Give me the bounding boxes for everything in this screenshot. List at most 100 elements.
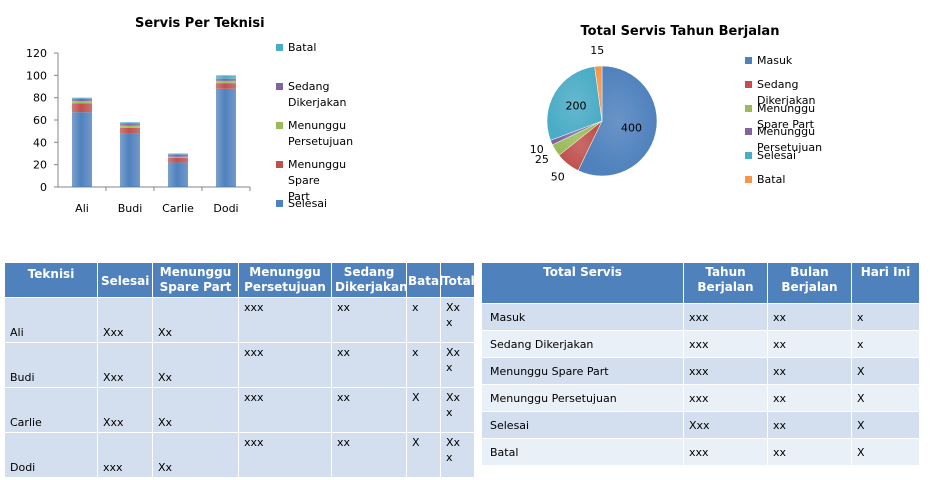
cell-selesai: Xxx <box>97 297 153 343</box>
cell-tahun: xxx <box>683 330 768 358</box>
cell-label: Sedang Dikerjakan <box>481 330 684 358</box>
header-teknisi: Teknisi <box>4 262 98 298</box>
cell-tahun: xxx <box>683 303 768 331</box>
header-tahun-berjalan: Tahun Berjalan <box>683 262 768 304</box>
header-bulan-berjalan: Bulan Berjalan <box>767 262 852 304</box>
cell-dikerjakan: xx <box>331 342 407 388</box>
cell-total: Xx x <box>440 297 475 343</box>
bar-budi-batal <box>120 122 140 124</box>
legend-swatch <box>745 152 752 160</box>
bar-dodi-menunggu-persetujuan <box>216 80 236 84</box>
bar-chart-title: Servis Per Teknisi <box>135 16 265 31</box>
pie-data-label: 400 <box>621 122 642 135</box>
table-row: Menunggu Spare Part xxx xx X <box>481 357 920 385</box>
total-servis-table: Total Servis Tahun Berjalan Bulan Berjal… <box>481 262 920 466</box>
cell-batal: x <box>406 342 441 388</box>
table-row: Masuk xxx xx x <box>481 303 920 331</box>
pie-data-label: 10 <box>530 143 544 156</box>
cell-bulan: xx <box>767 411 852 439</box>
x-tick-label: Dodi <box>213 202 238 215</box>
cell-label: Selesai <box>481 411 684 439</box>
table-row: Dodi xxx Xx xxx xx X Xx x <box>4 432 475 478</box>
legend-item-menunggu-spare-part: Menunggu Spare Part <box>276 157 346 205</box>
bar-budi-selesai <box>120 133 140 187</box>
y-tick-label: 80 <box>33 92 47 105</box>
legend-label: Masuk <box>757 54 793 67</box>
header-menunggu-persetujuan: Menunggu Persetujuan <box>238 262 332 298</box>
cell-spare: Xx <box>152 432 239 478</box>
y-tick-label: 100 <box>26 69 47 82</box>
cell-label: Batal <box>481 438 684 466</box>
y-tick-label: 40 <box>33 136 47 149</box>
cell-tahun: Xxx <box>683 411 768 439</box>
legend-swatch <box>745 176 752 183</box>
cell-spare: Xx <box>152 387 239 433</box>
bar-chart: 0 20 40 60 80 100 120 Ali Budi Carlie Dodi <box>26 47 251 215</box>
legend-label: Sedang Dikerjakan <box>288 80 347 109</box>
x-tick-label: Ali <box>75 202 89 215</box>
cell-bulan: xx <box>767 438 852 466</box>
cell-hari: x <box>851 303 920 331</box>
bar-carlie-selesai <box>168 162 188 187</box>
legend-swatch <box>745 128 752 136</box>
legend-label: Menunggu Persetujuan <box>288 119 354 148</box>
cell-label: Menunggu Spare Part <box>481 357 684 385</box>
x-tick-label: Budi <box>118 202 143 215</box>
technician-table-header: Teknisi Selesai Menunggu Spare Part Menu… <box>4 262 475 298</box>
header-total-servis: Total Servis <box>481 262 684 304</box>
cell-bulan: xx <box>767 384 852 412</box>
cell-teknisi: Budi <box>4 342 98 388</box>
legend-label: Menunggu Spare Part <box>757 101 816 131</box>
table-row: Menunggu Persetujuan xxx xx X <box>481 384 920 412</box>
table-row: Batal xxx xx X <box>481 438 920 466</box>
cell-spare: Xx <box>152 297 239 343</box>
cell-total: Xx x <box>440 432 475 478</box>
y-tick-label: 60 <box>33 114 47 127</box>
bar-carlie-batal <box>168 153 188 155</box>
bar-ali-batal <box>72 97 92 99</box>
y-tick-label: 120 <box>26 47 47 60</box>
cell-teknisi: Ali <box>4 297 98 343</box>
cell-hari: x <box>851 330 920 358</box>
total-table-header: Total Servis Tahun Berjalan Bulan Berjal… <box>481 262 920 304</box>
cell-hari: X <box>851 384 920 412</box>
pie-slice-selesai <box>546 66 603 141</box>
cell-teknisi: Dodi <box>4 432 98 478</box>
legend-swatch <box>276 122 283 129</box>
cell-selesai: Xxx <box>97 342 153 388</box>
y-tick-label: 0 <box>40 181 47 194</box>
bar-dodi-sedang-dikerjakan <box>216 78 236 81</box>
legend-item-menunggu-persetujuan: Menunggu Persetujuan <box>276 118 353 150</box>
legend-swatch <box>276 44 283 51</box>
legend-swatch <box>745 80 752 88</box>
bar-ali-menunggu-persetujuan <box>72 101 92 104</box>
legend-item-menunggu-spare-part: Menunggu Spare Part <box>745 101 815 133</box>
header-sedang-dikerjakan: Sedang Dikerjakan <box>331 262 408 298</box>
table-row: Ali Xxx Xx xxx xx x Xx x <box>4 297 475 343</box>
bar-dodi-selesai <box>216 88 236 187</box>
bar-budi-menunggu-persetujuan <box>120 125 140 128</box>
legend-item-sedang-dikerjakan: Sedang Dikerjakan <box>276 79 346 111</box>
bar-ali-selesai <box>72 112 92 187</box>
y-tick-label: 20 <box>33 159 47 172</box>
cell-dikerjakan: xx <box>331 297 407 343</box>
header-menunggu-spare-part: Menunggu Spare Part <box>152 262 239 298</box>
legend-swatch <box>276 161 283 168</box>
bar-budi-sedang-dikerjakan <box>120 123 140 126</box>
bar-ali-menunggu-spare-part <box>72 103 92 113</box>
header-selesai: Selesai <box>97 262 153 298</box>
legend-label: Sedang Dikerjakan <box>757 77 816 107</box>
table-row: Sedang Dikerjakan xxx xx x <box>481 330 920 358</box>
cell-bulan: xx <box>767 357 852 385</box>
pie-chart-legend: Masuk Sedang Dikerjakan Menunggu Spare Par… <box>0 0 822 186</box>
table-row: Budi Xxx Xx xxx xx x Xx x <box>4 342 475 388</box>
legend-item-batal: Batal <box>745 172 785 188</box>
legend-swatch <box>276 83 283 90</box>
legend-item-selesai: Selesai <box>276 196 327 212</box>
bar-dodi-batal <box>216 75 236 79</box>
header-hari-ini: Hari Ini <box>851 262 920 304</box>
cell-bulan: xx <box>767 303 852 331</box>
legend-swatch <box>276 200 283 207</box>
cell-persetujuan: xxx <box>238 342 332 388</box>
cell-tahun: xxx <box>683 357 768 385</box>
